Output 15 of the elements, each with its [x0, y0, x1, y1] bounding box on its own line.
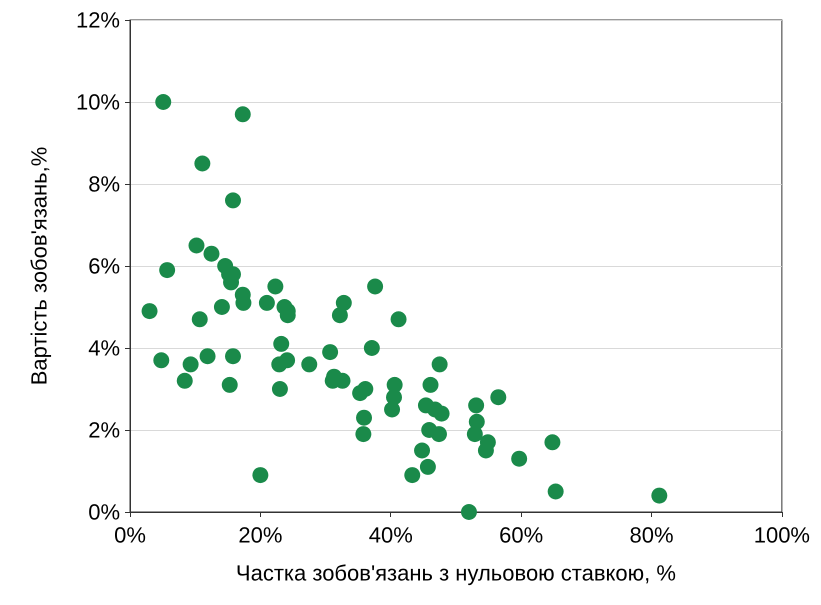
x-tick-label: 60% — [499, 522, 544, 548]
y-tick-label: 2% — [88, 418, 120, 442]
y-tick-label: 12% — [76, 8, 120, 32]
y-tick-label: 0% — [88, 500, 120, 524]
x-axis-title: Частка зобов'язань з нульовою ставкою, % — [236, 560, 676, 586]
x-tick-label: 20% — [238, 522, 282, 548]
y-tick-label: 10% — [76, 90, 120, 114]
y-tick-label: 6% — [88, 254, 120, 278]
y-tick-label: 4% — [88, 336, 120, 360]
x-tick-label: 0% — [114, 522, 146, 548]
y-tick-label: 8% — [88, 172, 120, 196]
y-axis-title: Вартість зобов'язань,% — [26, 146, 52, 386]
x-tick-label: 100% — [754, 522, 810, 548]
x-tick-label: 40% — [368, 522, 413, 548]
x-tick-label: 80% — [629, 522, 674, 548]
